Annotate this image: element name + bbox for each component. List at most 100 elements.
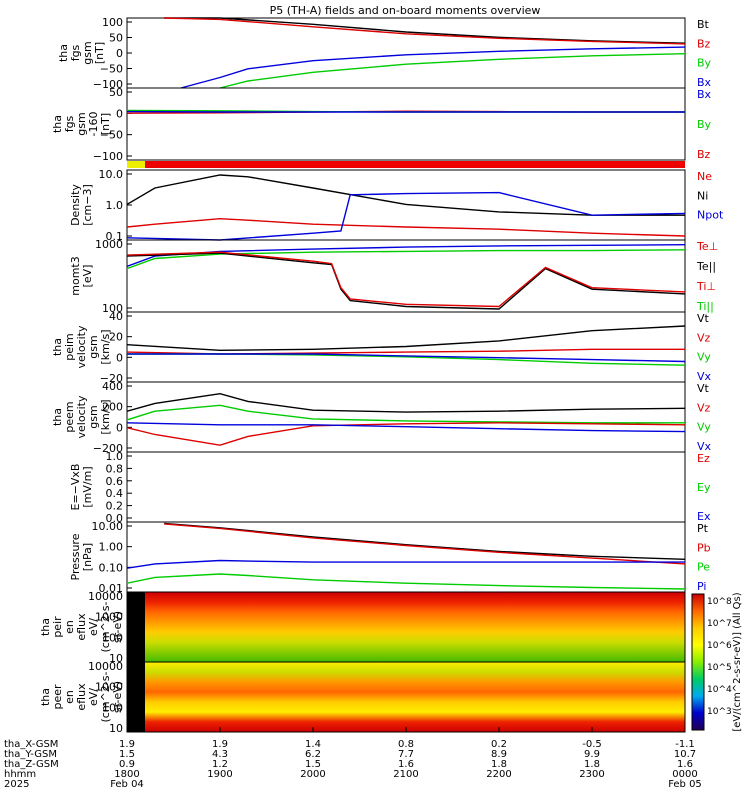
x-row-value: 6.2 [305,749,321,760]
y-axis-label: fgs [69,44,82,61]
y-axis-label: peer [51,684,64,710]
legend-entry: Ti|| [696,300,714,313]
series-Ni-line [126,174,685,216]
y-axis-label: tha [51,115,64,133]
panel-density [126,169,686,241]
legend-entry: Vz [697,401,711,414]
legend-entry: Pi [697,580,706,593]
legend-entry: Bt [697,18,710,31]
series-Vt-line [126,325,686,352]
y-tick-label: 100 [102,302,123,315]
y-tick-label: 1000 [95,681,123,694]
x-row-label: tha_Y-GSM [4,749,57,760]
series-Pe-line [126,573,686,590]
y-tick-label: 10000 [88,590,123,603]
y-tick-label: 0 [116,107,123,120]
y-axis-label: velocity [75,395,88,438]
panel-mom-temp [126,239,686,313]
figure-title: P5 (TH-A) fields and on-board moments ov… [270,4,541,17]
y-tick-label: 1000 [95,238,123,251]
x-year: 2025 [4,779,29,790]
colorbar-tick-label: 10^5 [707,663,732,673]
y-tick-label: 10.0 [99,168,124,181]
x-row-value: 2000 [300,769,325,780]
y-tick-label: −100 [93,78,123,91]
y-tick-label: 100 [102,631,123,644]
panel-frame [126,451,686,523]
y-axis-label: en [63,620,76,634]
y-tick-label: 1000 [95,611,123,624]
y-tick-label: −50 [100,129,123,142]
x-row-value: 0.9 [119,759,135,770]
legend-entry: Te⊥ [696,240,718,253]
y-axis-label: tha [39,618,52,636]
colorbar-label: [eV/(cm^2-s-sr-eV)] (All Qs) [732,592,743,731]
y-axis-label: eflux [75,613,88,641]
legend-entry: Bx [697,76,712,89]
y-tick-label: 100 [102,701,123,714]
legend-entry: Vy [697,351,711,364]
y-axis-label: [nPa] [81,543,94,571]
x-row-value: 1.9 [212,739,228,750]
status-bar-red [145,161,685,168]
x-row-label: tha_X-GSM [4,739,58,750]
x-row-value: 1.5 [119,749,135,760]
x-row-value: -1.1 [675,739,695,750]
x-row-value: 1.4 [305,739,321,750]
x-row-value: 0.2 [491,739,507,750]
colorbar-tick-label: 10^8 [707,597,732,607]
y-tick-label: 40 [109,310,123,323]
y-tick-label: −100 [93,150,123,163]
legend-entry: Te|| [696,260,716,273]
series-Pi-line [126,559,685,569]
y-axis-label: gsm [81,41,94,64]
series-Vy-line [126,404,685,424]
series-Bz-line [164,17,686,45]
panel-fgs-gsm [126,17,686,89]
y-tick-label: 0.8 [106,462,124,475]
y-tick-label: 0.01 [99,582,124,595]
legend-entry: Vt [697,382,710,395]
y-tick-label: 200 [102,401,123,414]
panel-peir-spec [126,591,686,663]
x-row-value: 2300 [579,769,604,780]
panel-peem-velocity [126,381,686,453]
x-row-value: 2100 [393,769,418,780]
y-tick-label: 0.4 [106,487,124,500]
x-row-value: 1.8 [491,759,507,770]
x-row-value: 1.9 [119,739,135,750]
spectrogram-gap [127,662,145,732]
legend-entry: Vx [697,370,712,383]
y-axis-label: sr-eV) [111,681,124,713]
y-axis-label: tha [39,688,52,706]
y-axis-label: eV/ [87,618,100,636]
x-row-value: 4.3 [212,749,228,760]
y-axis-label: momt3 [69,256,82,295]
y-tick-label: 0 [116,47,123,60]
y-tick-label: 0 [116,421,123,434]
y-tick-label: 100 [102,16,123,29]
panel-frame [126,381,686,453]
legend-entry: Ez [697,452,710,465]
series-Te-line [126,252,686,310]
y-axis-label: [nT] [99,113,112,135]
legend-entry: Vz [697,331,711,344]
y-tick-label: −20 [100,372,123,385]
series-Vt-line [126,392,686,413]
series-Ti-line [126,249,686,270]
x-row-value: 1.8 [584,759,600,770]
y-tick-label: 10000 [88,660,123,673]
colorbar-tick-label: 10^3 [707,707,732,717]
colorbar-tick-label: 10^4 [707,685,732,695]
colorbar-tick-label: 10^7 [707,619,732,629]
y-axis-label: (cm^2-s- [99,672,112,723]
y-axis-label: sr-eV) [111,611,124,643]
y-axis-label: peim [63,333,76,361]
legend-entry: Vy [697,421,711,434]
y-tick-label: 50 [109,32,123,45]
legend-entry: Ni [697,189,708,202]
x-row-value: 7.7 [398,749,414,760]
y-axis-label: -160 [87,112,100,137]
